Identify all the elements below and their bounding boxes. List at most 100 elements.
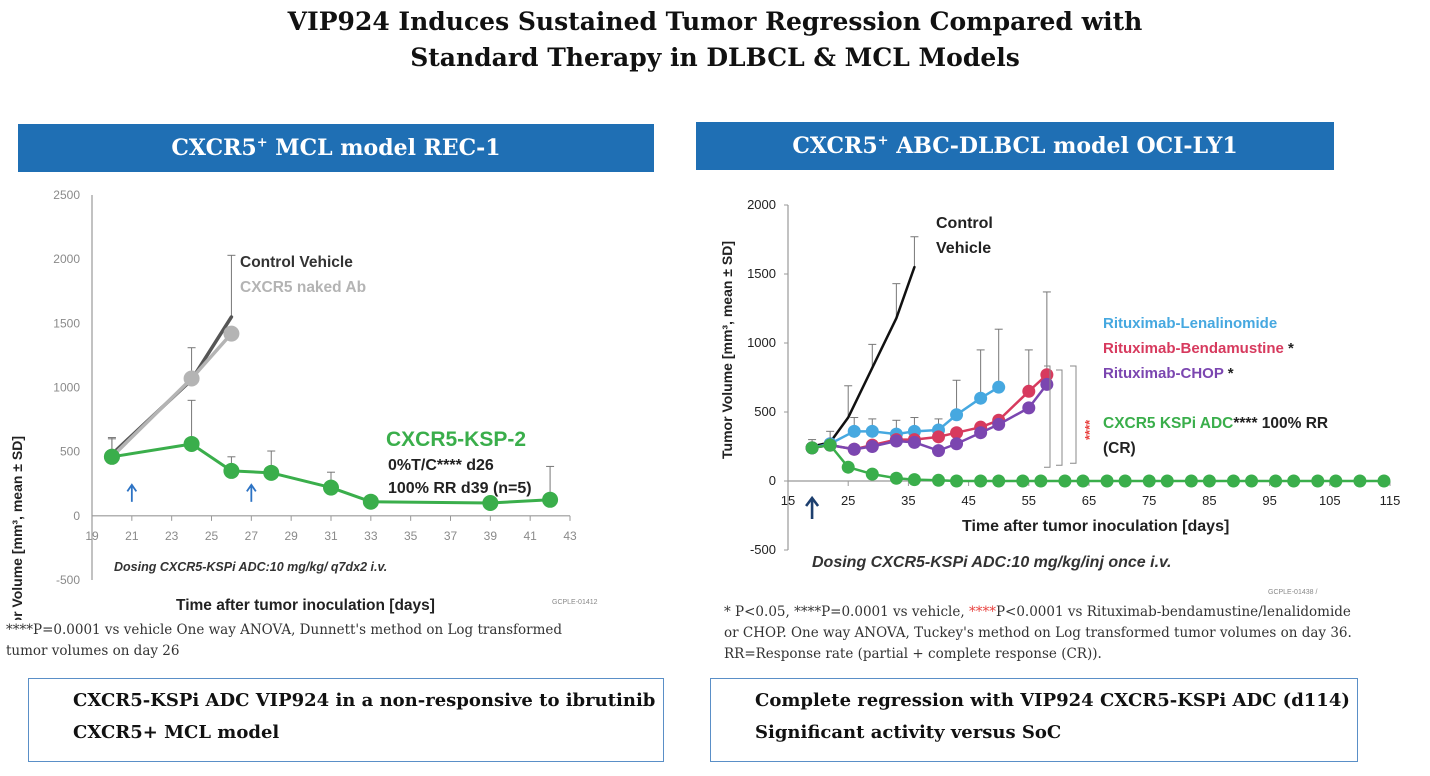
data-point bbox=[1202, 474, 1216, 488]
x-tick-label: 75 bbox=[1142, 493, 1156, 508]
right-ksp-label: CXCR5 KSPi ADC**** 100% RR bbox=[1103, 415, 1328, 432]
series-line bbox=[810, 265, 916, 448]
right-sig-red: **** bbox=[1082, 419, 1097, 440]
data-point bbox=[974, 426, 988, 440]
data-point bbox=[263, 464, 280, 481]
left-control-label: Control Vehicle bbox=[240, 254, 353, 271]
right-header-sup: + bbox=[877, 133, 889, 149]
x-tick-label: 39 bbox=[484, 529, 498, 543]
data-point bbox=[805, 441, 819, 455]
left-axes: -500 0 500 1000 1500 2000 2500 19 21 23 25 27 29 31 33… bbox=[53, 188, 577, 587]
right-footnote: * P<0.05, ****P=0.0001 vs vehicle, ****P… bbox=[724, 602, 1430, 665]
right-y-axis-label: Tumor Volume [mm³, mean ± SD] bbox=[719, 241, 735, 459]
y-tick-label: 2000 bbox=[747, 197, 776, 212]
left-footnote-line1: ****P=0.0001 vs vehicle One way ANOVA, D… bbox=[6, 622, 563, 638]
data-point bbox=[1245, 474, 1259, 488]
left-chart: -500 0 500 1000 1500 2000 2500 19 21 23 25 27 29 31 33… bbox=[9, 188, 598, 620]
data-point bbox=[1076, 474, 1090, 488]
x-tick-label: 29 bbox=[284, 529, 298, 543]
data-point bbox=[223, 462, 240, 479]
right-benda-star: * bbox=[1284, 340, 1294, 357]
x-tick-label: 37 bbox=[444, 529, 458, 543]
right-chop-star: * bbox=[1224, 365, 1234, 382]
data-point bbox=[1100, 474, 1114, 488]
right-footnote-line1: * P<0.05, ****P=0.0001 vs vehicle, ****P… bbox=[724, 602, 1430, 623]
x-tick-label: 25 bbox=[841, 493, 855, 508]
right-chart: -500 0 500 1000 1500 2000 15 25 35 45 55 65 75 85 95 10… bbox=[719, 197, 1401, 596]
right-len-label: Rituximab-Lenalinomide bbox=[1103, 315, 1277, 332]
x-tick-label: 115 bbox=[1380, 493, 1401, 508]
data-point bbox=[950, 474, 964, 488]
y-tick-label: 2000 bbox=[53, 252, 80, 266]
data-point bbox=[1118, 474, 1132, 488]
series-line bbox=[110, 442, 552, 505]
series-line bbox=[110, 315, 234, 456]
left-dosing-text: Dosing CXCR5-KSPi ADC:10 mg/kg/ q7dx2 i.… bbox=[114, 560, 387, 574]
right-benda-label: Rituximab-Bendamustine * bbox=[1103, 340, 1294, 357]
data-point bbox=[1022, 401, 1036, 415]
y-tick-label: 0 bbox=[769, 473, 776, 488]
right-chop-label: Rituximab-CHOP * bbox=[1103, 365, 1234, 382]
left-summary-line1: CXCR5-KSPi ADC VIP924 in a non-responsiv… bbox=[73, 690, 656, 711]
left-stat-line1: 0%T/C**** d26 bbox=[388, 457, 494, 474]
data-point bbox=[865, 440, 879, 453]
x-tick-label: 35 bbox=[901, 493, 915, 508]
data-point bbox=[1269, 474, 1283, 488]
right-summary-line2: Significant activity versus SoC bbox=[755, 722, 1062, 743]
right-series bbox=[805, 236, 1391, 488]
left-y-axis-label: Tumor Volume [mm³, mean ± SD] bbox=[9, 436, 25, 620]
data-point bbox=[1022, 384, 1036, 398]
x-tick-label: 45 bbox=[961, 493, 975, 508]
x-tick-label: 15 bbox=[781, 493, 795, 508]
left-header-pre: CXCR5 bbox=[171, 135, 257, 161]
data-point bbox=[889, 471, 903, 485]
right-foot-part2: P<0.0001 vs Rituximab-bendamustine/lenal… bbox=[995, 604, 1351, 620]
y-tick-label: 1500 bbox=[53, 316, 80, 330]
data-point bbox=[889, 434, 903, 448]
left-summary-box: CXCR5-KSPi ADC VIP924 in a non-responsiv… bbox=[28, 678, 664, 762]
data-point bbox=[1160, 474, 1174, 488]
right-benda-name: Rituximab-Bendamustine bbox=[1103, 340, 1284, 357]
data-point bbox=[1287, 474, 1301, 488]
right-footnote-line2: or CHOP. One way ANOVA, Tuckey's method … bbox=[724, 625, 1352, 641]
left-header-sup: + bbox=[256, 135, 268, 151]
data-point bbox=[932, 430, 945, 444]
x-tick-label: 27 bbox=[245, 529, 259, 543]
right-watermark: GCPLE-01438 / bbox=[1268, 589, 1317, 596]
x-tick-label: 21 bbox=[125, 529, 139, 543]
data-point bbox=[992, 417, 1006, 431]
right-ksp-name: CXCR5 KSPi ADC bbox=[1103, 415, 1233, 432]
right-header-pre: CXCR5 bbox=[792, 133, 878, 159]
data-point bbox=[1329, 474, 1343, 488]
data-point bbox=[907, 435, 921, 449]
data-point bbox=[1142, 474, 1156, 488]
y-tick-label: -500 bbox=[750, 542, 776, 557]
y-tick-label: 1500 bbox=[747, 266, 776, 281]
right-foot-part1: * P<0.05, ****P=0.0001 vs vehicle, bbox=[724, 604, 969, 620]
data-point bbox=[950, 426, 964, 440]
right-labels: Tumor Volume [mm³, mean ± SD] Control Ve… bbox=[719, 215, 1328, 596]
data-point bbox=[183, 370, 200, 387]
right-ksp-cr: (CR) bbox=[1103, 440, 1136, 457]
left-panel-header: CXCR5+ MCL model REC-1 bbox=[18, 124, 654, 172]
x-tick-label: 43 bbox=[563, 529, 577, 543]
series-line bbox=[110, 331, 234, 459]
data-point bbox=[1040, 377, 1054, 391]
left-labels: Tumor Volume [mm³, mean ± SD] Control Ve… bbox=[9, 254, 598, 620]
data-point bbox=[183, 435, 200, 452]
data-point bbox=[865, 467, 879, 481]
data-point bbox=[992, 380, 1006, 394]
data-point bbox=[932, 473, 945, 487]
data-point bbox=[950, 408, 964, 422]
x-tick-label: 19 bbox=[85, 529, 99, 543]
data-point bbox=[932, 444, 945, 458]
dosing-arrowhead-icon bbox=[805, 495, 820, 507]
y-tick-label: 2500 bbox=[53, 188, 80, 202]
data-point bbox=[847, 442, 861, 456]
data-point bbox=[1377, 474, 1391, 488]
x-tick-label: 35 bbox=[404, 529, 418, 543]
data-point bbox=[482, 495, 499, 511]
y-tick-label: 1000 bbox=[747, 335, 776, 350]
x-tick-label: 23 bbox=[165, 529, 179, 543]
x-tick-label: 25 bbox=[205, 529, 219, 543]
